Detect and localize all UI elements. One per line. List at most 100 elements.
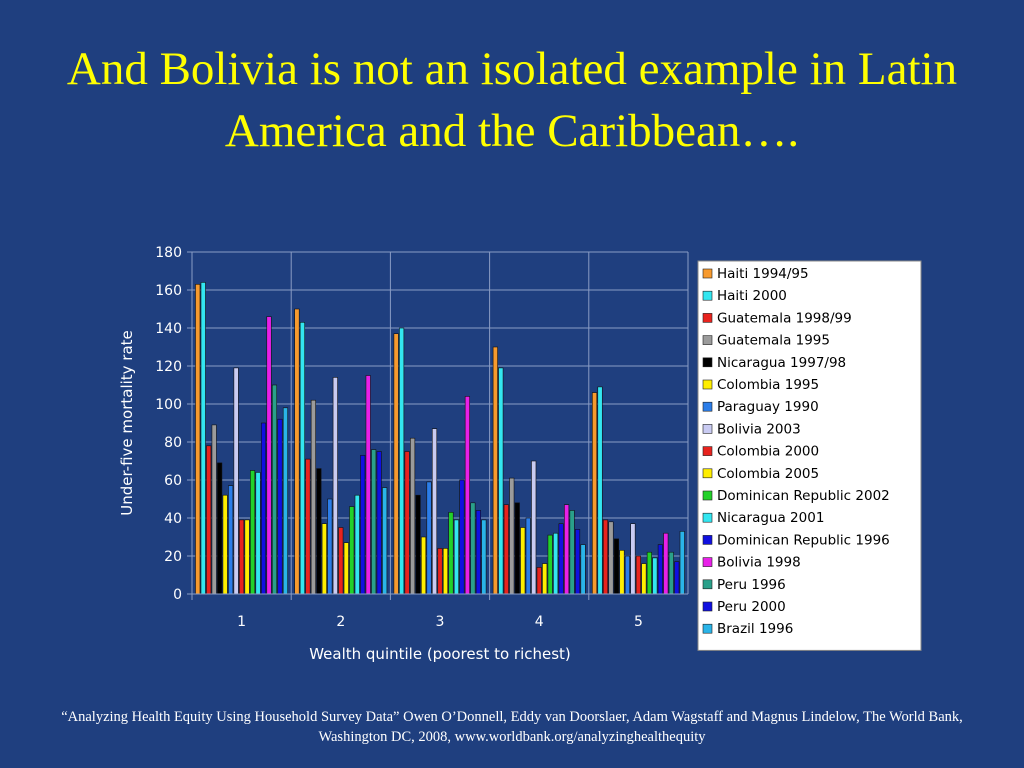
y-tick-label: 80 [164, 435, 182, 451]
bar [349, 506, 355, 595]
slide-title: And Bolivia is not an isolated example i… [66, 43, 958, 157]
bar [239, 519, 245, 595]
bar [542, 563, 548, 595]
bar [360, 454, 366, 595]
y-tick-label: 140 [155, 321, 182, 337]
bar [282, 407, 289, 595]
bar [575, 529, 581, 595]
legend-entry: Guatemala 1998/99 [717, 310, 852, 326]
bar [679, 530, 685, 595]
bar [503, 504, 509, 595]
legend-entry: Colombia 2000 [717, 444, 819, 460]
x-tick-label: 4 [535, 614, 544, 630]
y-tick-label: 100 [155, 397, 182, 413]
y-tick-label: 180 [155, 245, 182, 261]
legend-entry: Brazil 1996 [717, 621, 793, 637]
bar [294, 308, 300, 595]
legend-swatch [702, 268, 713, 279]
bar [536, 567, 542, 595]
legend-entry: Colombia 1995 [717, 377, 819, 393]
bar [635, 555, 641, 595]
bar [321, 523, 327, 595]
legend-box [697, 260, 922, 651]
legend-swatch [702, 601, 713, 612]
legend-entry: Guatemala 1995 [717, 333, 830, 349]
bar [646, 551, 652, 595]
legend-swatch [702, 424, 713, 434]
bar [200, 282, 206, 595]
bar [509, 477, 515, 595]
bar [481, 519, 487, 595]
bar [437, 548, 443, 595]
bar [327, 498, 333, 595]
bar [553, 532, 559, 595]
legend-swatch [702, 535, 713, 545]
bar [514, 502, 520, 595]
bar [657, 544, 663, 595]
y-tick-label: 160 [155, 283, 182, 299]
bar [266, 316, 272, 595]
legend-swatch [702, 379, 713, 390]
x-tick-label: 5 [634, 614, 643, 630]
y-tick-label: 40 [164, 511, 182, 527]
bar [206, 445, 212, 595]
bar [255, 472, 261, 595]
legend-entry: Dominican Republic 2002 [717, 488, 890, 504]
x-axis-label: Wealth quintile (poorest to richest) [309, 645, 571, 663]
legend-swatch [702, 313, 713, 323]
bar [674, 561, 680, 595]
bar [630, 523, 636, 595]
bar-chart: 0 20 40 60 80 100 120 140 160 180 1 2 3 4 5 Under-fiv… [118, 245, 922, 663]
bar [260, 422, 267, 595]
legend-entry: Peru 2000 [717, 599, 786, 615]
bar [233, 367, 239, 595]
bar [448, 511, 454, 595]
chart-gridlines [192, 251, 688, 594]
legend-entry: Colombia 2005 [717, 466, 819, 482]
legend-entry: Bolivia 2003 [717, 421, 801, 437]
bar [393, 333, 399, 595]
legend-entry: Haiti 2000 [717, 288, 787, 304]
bar [404, 451, 410, 595]
bar [569, 510, 575, 595]
bar [421, 536, 427, 595]
bar [464, 396, 470, 595]
bar [442, 548, 449, 595]
legend-entry: Peru 1996 [717, 577, 786, 593]
bar [520, 527, 526, 595]
bar [365, 375, 371, 595]
bar [195, 283, 201, 595]
bar [619, 549, 625, 595]
bar [310, 399, 316, 595]
bar [410, 437, 416, 595]
legend-swatch [702, 579, 713, 590]
bar [564, 504, 570, 595]
bar [525, 517, 531, 595]
y-axis-ticks: 0 20 40 60 80 100 120 140 160 180 [155, 245, 192, 603]
bar [250, 470, 256, 595]
legend-entry: Dominican Republic 1996 [717, 532, 890, 548]
bar [222, 494, 228, 595]
bar [453, 519, 459, 595]
legend-swatch [702, 446, 713, 456]
chart-bars [195, 282, 685, 595]
bar [332, 377, 338, 595]
legend-swatch [702, 357, 713, 368]
bar [641, 563, 647, 595]
legend-swatch [702, 490, 713, 501]
bar [624, 555, 630, 595]
bar [668, 551, 674, 595]
bar [613, 538, 620, 595]
bar [217, 462, 223, 595]
y-tick-label: 0 [173, 587, 182, 603]
x-axis-ticks: 1 2 3 4 5 [191, 594, 643, 630]
bar [211, 424, 217, 595]
legend-swatch [702, 290, 713, 301]
bar [591, 392, 598, 595]
bar [558, 523, 564, 595]
bar [415, 494, 421, 595]
x-tick-label: 3 [436, 614, 445, 630]
bar [354, 494, 360, 595]
bar [305, 458, 311, 595]
legend-swatch [702, 335, 713, 345]
